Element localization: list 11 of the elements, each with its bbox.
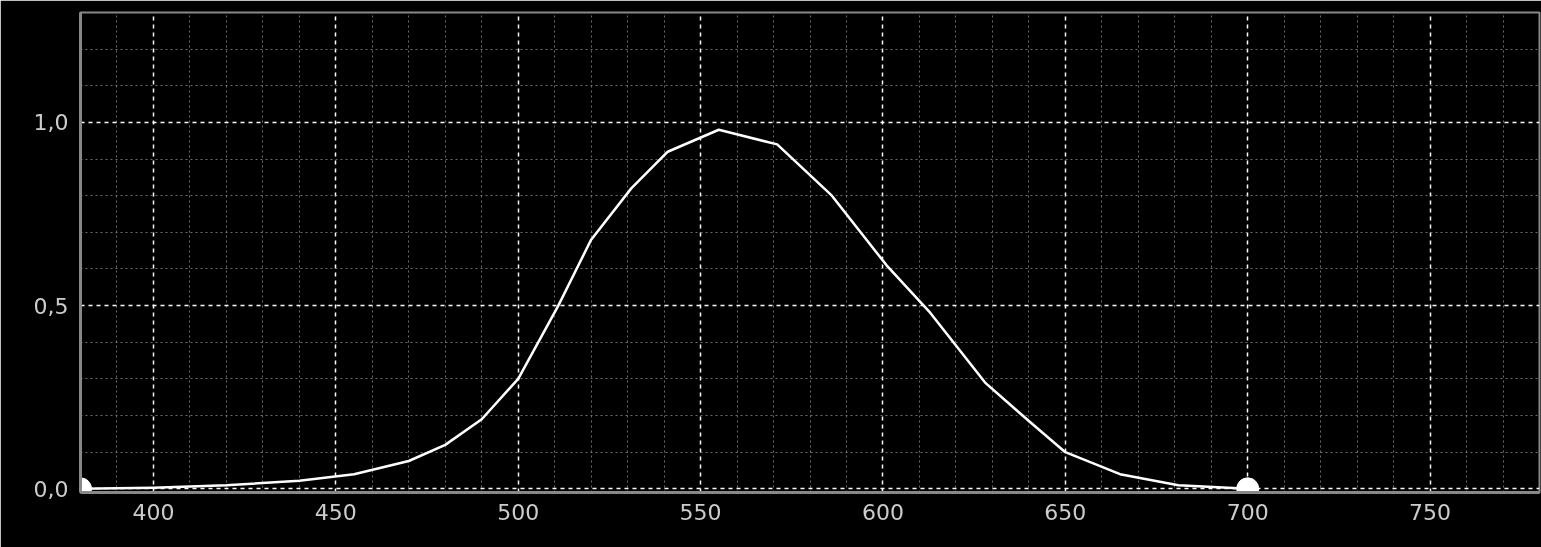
x-tick-label: 550 bbox=[679, 499, 722, 525]
x-tick-label: 600 bbox=[861, 499, 904, 525]
y-tick-label: 0,0 bbox=[33, 476, 69, 502]
y-tick-label: 0,5 bbox=[33, 293, 69, 319]
x-tick-label: 650 bbox=[1044, 499, 1087, 525]
x-tick-label: 400 bbox=[132, 499, 175, 525]
x-tick-label: 750 bbox=[1409, 499, 1452, 525]
y-tick-label: 1,0 bbox=[33, 110, 69, 136]
x-tick-label: 450 bbox=[314, 499, 357, 525]
x-tick-label: 500 bbox=[497, 499, 540, 525]
x-tick-label: 700 bbox=[1226, 499, 1269, 525]
